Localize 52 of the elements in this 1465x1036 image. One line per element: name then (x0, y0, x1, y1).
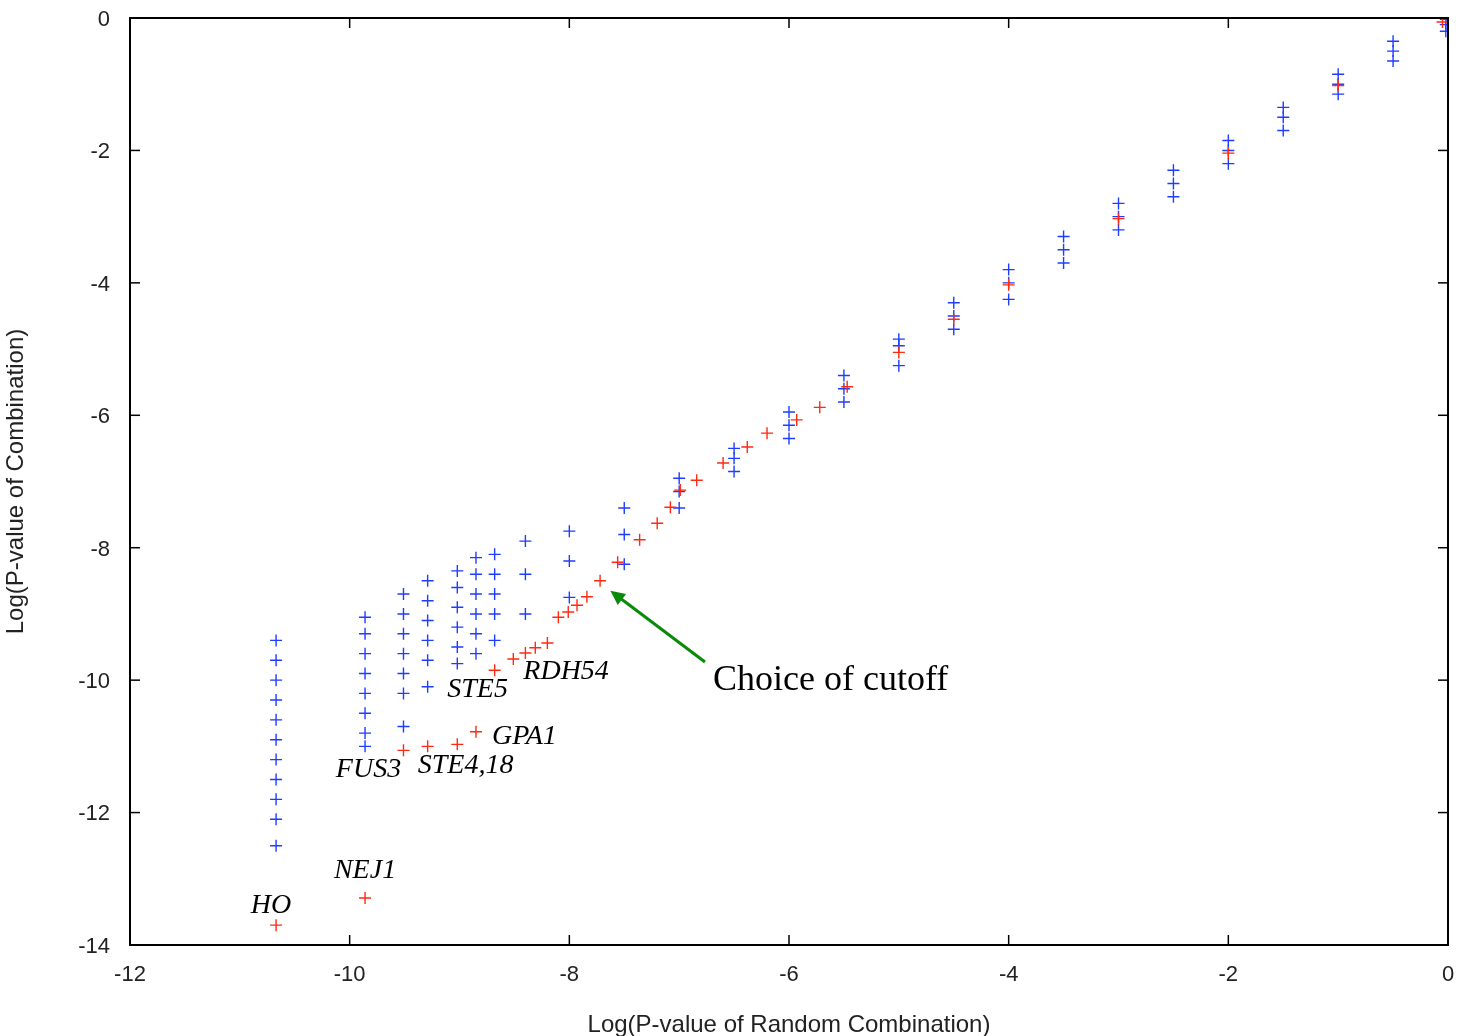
point (506, 652, 521, 666)
point (593, 574, 607, 588)
y-tick-label: -4 (90, 270, 110, 296)
annotation: RDH54 (522, 653, 609, 685)
point (610, 555, 625, 569)
annotation: Choice of cutoff (713, 658, 949, 698)
x-tick-label: -4 (998, 960, 1019, 986)
x-tick-label: -6 (779, 960, 799, 986)
x-tick-label: -2 (1218, 960, 1239, 986)
point (551, 610, 566, 624)
annotation: NEJ1 (332, 852, 397, 884)
point (269, 918, 283, 932)
point (518, 646, 533, 660)
point (580, 590, 594, 604)
point (528, 641, 542, 655)
point (420, 739, 435, 754)
annotation: STE4,18 (417, 748, 514, 780)
point (760, 426, 774, 440)
y-axis-title: Log(P-value of Combination) (0, 328, 28, 635)
point (813, 400, 827, 415)
y-tick-label: -12 (78, 800, 110, 826)
point (1435, 18, 1448, 29)
point (561, 605, 575, 619)
point (892, 345, 906, 360)
annotation: HO (249, 888, 292, 920)
point (540, 636, 555, 650)
point (487, 663, 502, 677)
annotation: GPA1 (491, 718, 557, 750)
point (396, 743, 411, 758)
y-tick-label: -6 (90, 403, 110, 429)
x-tick-label: 0 (1441, 960, 1455, 986)
point (690, 473, 704, 487)
y-tick-label: -8 (90, 535, 110, 561)
x-tick-label: -8 (559, 960, 580, 986)
point (450, 737, 464, 752)
point (663, 500, 678, 515)
annotation: STE5 (447, 672, 508, 704)
point (358, 891, 372, 905)
point (740, 440, 754, 454)
y-tick-label: -10 (78, 667, 110, 693)
y-tick-label: 0 (97, 5, 110, 31)
point (469, 725, 483, 739)
x-tick-label: -12 (114, 960, 146, 986)
y-tick-label: -14 (78, 932, 110, 958)
x-tick-label: -10 (333, 960, 366, 986)
point (789, 413, 804, 427)
y-tick-label: -2 (90, 138, 110, 164)
annotation: FUS3 (334, 752, 402, 784)
point (716, 456, 730, 470)
point (650, 516, 664, 530)
point (632, 533, 647, 547)
point (570, 598, 584, 613)
